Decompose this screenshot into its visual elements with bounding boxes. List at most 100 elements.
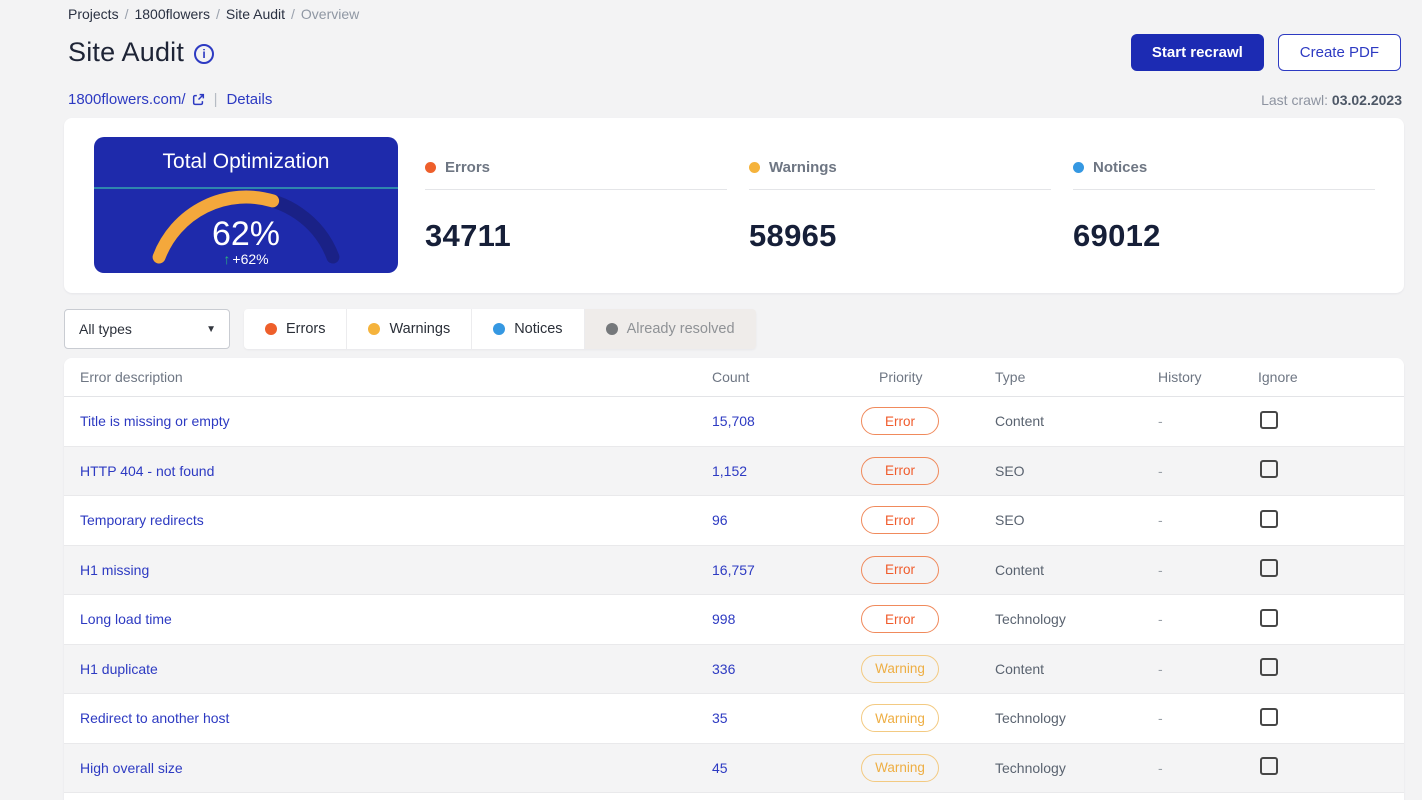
error-description-link[interactable]: HTTP 404 - not found xyxy=(80,462,215,479)
stat-warnings: Warnings 58965 xyxy=(749,159,1051,273)
breadcrumb-item-site-audit[interactable]: Site Audit xyxy=(225,6,286,22)
page-header: Projects / 1800flowers / Site Audit / Overview… xyxy=(0,0,1422,108)
table-row: Warning xyxy=(64,793,1404,800)
ignore-checkbox[interactable] xyxy=(1260,757,1278,776)
error-description-link[interactable]: H1 missing xyxy=(80,561,150,578)
row-ignore-cell xyxy=(1258,509,1404,531)
tab-errors[interactable]: Errors xyxy=(244,309,348,349)
row-description-cell: H1 duplicate xyxy=(80,661,712,677)
row-priority-cell: Error xyxy=(861,456,995,485)
details-link[interactable]: Details xyxy=(226,91,273,108)
table-header-row: Error description Count Priority Type Histor… xyxy=(64,358,1404,397)
row-priority-cell: Error xyxy=(861,605,995,634)
priority-badge: Warning xyxy=(861,704,939,733)
tab-notices[interactable]: Notices xyxy=(472,309,585,349)
stat-value: 69012 xyxy=(1073,218,1161,253)
info-icon[interactable]: i xyxy=(194,44,215,64)
issues-table: Error description Count Priority Type Histor… xyxy=(64,358,1404,800)
stat-label: Warnings xyxy=(769,159,837,176)
row-type: Content xyxy=(995,413,1045,430)
row-priority-cell: Error xyxy=(861,506,995,535)
ignore-checkbox[interactable] xyxy=(1260,559,1278,578)
table-row: Redirect to another host 35 Warning Technol… xyxy=(64,694,1404,744)
external-link-icon xyxy=(192,93,205,106)
notices-dot-icon xyxy=(493,323,506,335)
priority-badge: Error xyxy=(861,506,939,535)
divider: | xyxy=(213,91,218,108)
error-description-link[interactable]: Long load time xyxy=(80,611,172,628)
row-priority-cell: Warning xyxy=(861,753,995,782)
gauge-arc xyxy=(152,190,340,264)
error-description-link[interactable]: H1 duplicate xyxy=(80,660,158,677)
row-description-cell: Redirect to another host xyxy=(80,710,712,726)
last-crawl: Last crawl: 03.02.2023 xyxy=(1261,92,1402,108)
row-type: SEO xyxy=(995,462,1025,479)
priority-badge: Error xyxy=(861,456,939,485)
breadcrumb-item-overview: Overview xyxy=(300,6,360,22)
table-body: Title is missing or empty 15,708 Error Cont… xyxy=(64,397,1404,800)
row-count: 998 xyxy=(712,611,736,628)
create-pdf-button[interactable]: Create PDF xyxy=(1277,34,1401,71)
stat-label: Notices xyxy=(1093,159,1148,176)
error-description-link[interactable]: Title is missing or empty xyxy=(80,413,230,430)
ignore-checkbox[interactable] xyxy=(1260,509,1278,528)
gauge-delta: ↑ +62% xyxy=(94,251,398,267)
breadcrumb-separator: / xyxy=(291,6,295,22)
table-row: H1 duplicate 336 Warning Content - xyxy=(64,644,1404,694)
breadcrumb-separator: / xyxy=(124,6,129,22)
row-description-cell: Temporary redirects xyxy=(80,512,712,528)
type-filter-select[interactable]: All types ▼ xyxy=(64,309,230,349)
row-history: - xyxy=(1158,512,1163,529)
row-description-cell: Title is missing or empty xyxy=(80,413,712,429)
stat-errors: Errors 34711 xyxy=(425,159,727,273)
table-row: High overall size 45 Warning Technology - xyxy=(64,743,1404,793)
row-history: - xyxy=(1158,611,1163,628)
row-priority-cell: Error xyxy=(861,407,995,436)
row-history: - xyxy=(1158,710,1163,727)
ignore-checkbox[interactable] xyxy=(1260,707,1278,726)
start-recrawl-button[interactable]: Start recrawl xyxy=(1130,34,1264,71)
breadcrumb: Projects / 1800flowers / Site Audit / Overview xyxy=(68,6,1402,22)
row-type: Technology xyxy=(995,611,1066,628)
column-header-history: History xyxy=(1158,369,1202,385)
errors-dot-icon xyxy=(265,323,277,335)
row-count: 336 xyxy=(712,660,736,677)
stat-notices: Notices 69012 xyxy=(1073,159,1375,273)
breadcrumb-item-1800flowers[interactable]: 1800flowers xyxy=(134,6,210,22)
row-description-cell: H1 missing xyxy=(80,562,712,578)
tab-label: Notices xyxy=(514,321,563,337)
row-ignore-cell xyxy=(1258,559,1404,580)
trend-up-icon: ↑ xyxy=(223,251,231,267)
row-priority-cell: Warning xyxy=(861,654,995,683)
row-ignore-cell xyxy=(1258,410,1404,432)
column-header-ignore: Ignore xyxy=(1258,369,1298,385)
ignore-checkbox[interactable] xyxy=(1260,410,1278,429)
error-description-link[interactable]: Redirect to another host xyxy=(80,710,230,727)
gauge-title: Total Optimization xyxy=(94,137,398,189)
ignore-checkbox[interactable] xyxy=(1260,460,1278,479)
column-header-count: Count xyxy=(712,369,750,385)
table-row: Temporary redirects 96 Error SEO - xyxy=(64,496,1404,546)
error-description-link[interactable]: Temporary redirects xyxy=(80,512,204,529)
table-row: Title is missing or empty 15,708 Error Cont… xyxy=(64,397,1404,447)
error-description-link[interactable]: High overall size xyxy=(80,759,183,776)
row-history: - xyxy=(1158,413,1163,430)
row-count: 1,152 xyxy=(712,462,748,479)
stat-label: Errors xyxy=(445,159,491,176)
ignore-checkbox[interactable] xyxy=(1260,608,1278,627)
priority-badge: Error xyxy=(861,407,939,436)
row-type: Technology xyxy=(995,710,1066,727)
tab-warnings[interactable]: Warnings xyxy=(347,309,473,349)
stat-header: Errors xyxy=(425,159,727,190)
priority-badge: Warning xyxy=(861,654,939,683)
row-count: 45 xyxy=(712,759,728,776)
row-priority-cell: Warning xyxy=(861,704,995,733)
breadcrumb-item-projects[interactable]: Projects xyxy=(68,6,119,22)
stat-header: Notices xyxy=(1073,159,1375,190)
ignore-checkbox[interactable] xyxy=(1260,658,1278,677)
tab-already-resolved[interactable]: Already resolved xyxy=(584,309,756,349)
row-type: Content xyxy=(995,660,1045,677)
gauge-value: 62% xyxy=(211,215,281,253)
stat-value: 58965 xyxy=(749,218,837,253)
project-domain-link[interactable]: 1800flowers.com/ xyxy=(68,91,205,108)
